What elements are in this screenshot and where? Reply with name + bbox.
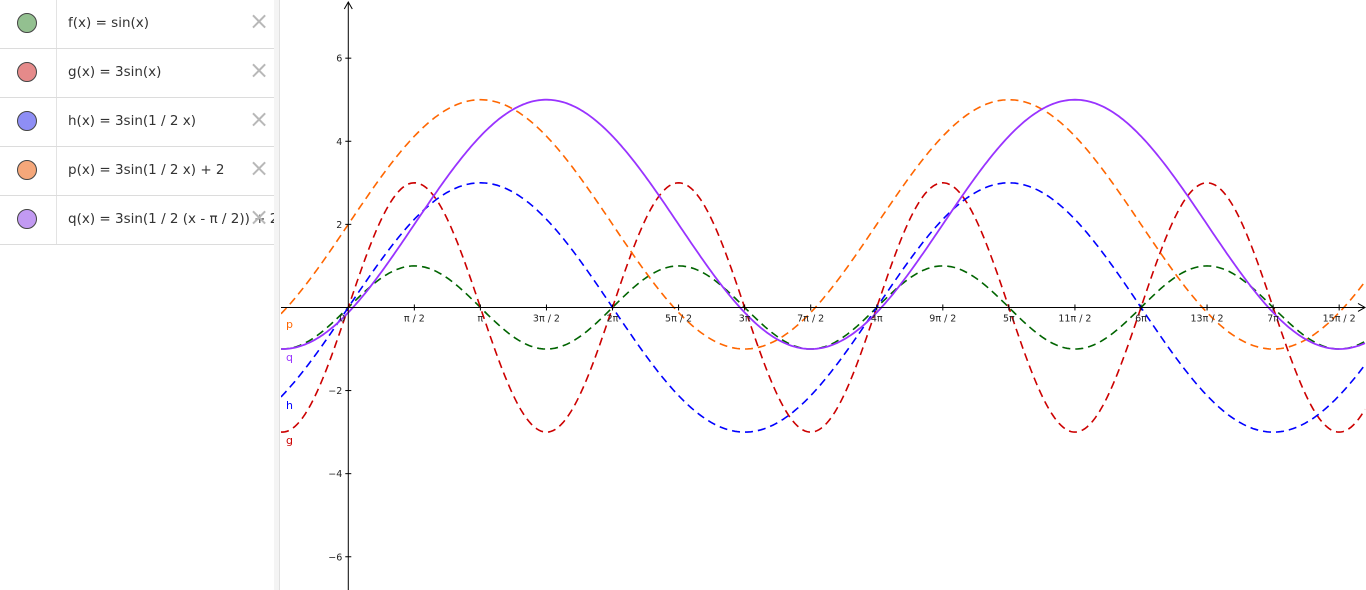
- x-axis-arrow: [1357, 303, 1366, 312]
- close-icon[interactable]: ×: [249, 105, 270, 133]
- y-tick-label: 4: [336, 137, 342, 148]
- y-tick-label: −2: [328, 386, 342, 397]
- visibility-toggle-f[interactable]: [17, 13, 37, 33]
- visibility-toggle-p[interactable]: [17, 160, 37, 180]
- function-definition-g[interactable]: g(x) = 3sin(x): [68, 64, 162, 80]
- visibility-toggle-cell: [0, 98, 57, 146]
- algebra-row-p[interactable]: p(x) = 3sin(1 / 2 x) + 2 ×: [0, 147, 274, 196]
- curve-label-g: g: [286, 434, 293, 447]
- curve-label-p: p: [286, 318, 293, 331]
- x-tick-label: 7π / 2: [797, 313, 824, 324]
- algebra-row-f[interactable]: f(x) = sin(x) ×: [0, 0, 274, 49]
- curve-g[interactable]: [281, 181, 1366, 433]
- x-tick-label: 15π / 2: [1323, 313, 1356, 324]
- x-tick-label: π: [478, 313, 484, 324]
- panel-divider[interactable]: [274, 0, 280, 590]
- function-definition-p[interactable]: p(x) = 3sin(1 / 2 x) + 2: [68, 162, 225, 178]
- close-icon[interactable]: ×: [249, 56, 270, 84]
- visibility-toggle-cell: [0, 49, 57, 97]
- y-tick-label: 2: [336, 220, 342, 231]
- axes-layer: 0 π / 2 π 3π / 2 2π 5π / 2 3π 7π / 2 4π 9π / 2 5π 1…: [281, 0, 1366, 590]
- x-tick-label: 13π / 2: [1191, 313, 1224, 324]
- close-icon[interactable]: ×: [249, 203, 270, 231]
- x-tick-label: 11π / 2: [1058, 313, 1091, 324]
- x-tick-label: π / 2: [404, 313, 425, 324]
- x-tick-label: 3π / 2: [533, 313, 560, 324]
- graphics-view[interactable]: 0 π / 2 π 3π / 2 2π 5π / 2 3π 7π / 2 4π 9π / 2 5π 1…: [281, 0, 1366, 590]
- function-definition-f[interactable]: f(x) = sin(x): [68, 15, 150, 31]
- algebra-row-g[interactable]: g(x) = 3sin(x) ×: [0, 49, 274, 98]
- y-tick-label: −4: [328, 469, 342, 480]
- x-tick-label: 7π: [1267, 313, 1279, 324]
- function-definition-q[interactable]: q(x) = 3sin(1 / 2 (x - π / 2)) + 2: [68, 211, 279, 227]
- algebra-view: f(x) = sin(x) × g(x) = 3sin(x) × h(x) = …: [0, 0, 278, 590]
- visibility-toggle-g[interactable]: [17, 62, 37, 82]
- close-icon[interactable]: ×: [249, 7, 270, 35]
- x-tick-label: 0: [339, 313, 345, 324]
- curve-label-h: h: [286, 399, 293, 412]
- curve-p[interactable]: [281, 98, 1366, 350]
- x-tick-label: 2π: [607, 313, 619, 324]
- visibility-toggle-cell: [0, 147, 57, 195]
- visibility-toggle-h[interactable]: [17, 111, 37, 131]
- x-tick-label: 5π / 2: [665, 313, 692, 324]
- x-tick-label: 5π: [1003, 313, 1015, 324]
- visibility-toggle-cell: [0, 196, 57, 244]
- curve-label-q: q: [286, 351, 293, 364]
- x-tick-label: 3π: [739, 313, 751, 324]
- close-icon[interactable]: ×: [249, 154, 270, 182]
- x-tick-label: 9π / 2: [929, 313, 956, 324]
- y-axis-arrow: [343, 0, 353, 10]
- algebra-row-h[interactable]: h(x) = 3sin(1 / 2 x) ×: [0, 98, 274, 147]
- curve-q[interactable]: [281, 98, 1366, 350]
- x-tick-label: 6π: [1135, 313, 1147, 324]
- visibility-toggle-cell: [0, 0, 57, 48]
- x-tick-label: 4π: [871, 313, 883, 324]
- curve-h[interactable]: [281, 182, 1366, 433]
- visibility-toggle-q[interactable]: [17, 209, 37, 229]
- curves-layer: [281, 98, 1366, 433]
- y-tick-label: 6: [336, 54, 342, 65]
- y-tick-label: −6: [328, 552, 342, 563]
- function-definition-h[interactable]: h(x) = 3sin(1 / 2 x): [68, 113, 197, 129]
- algebra-row-q[interactable]: q(x) = 3sin(1 / 2 (x - π / 2)) + 2 ×: [0, 196, 278, 245]
